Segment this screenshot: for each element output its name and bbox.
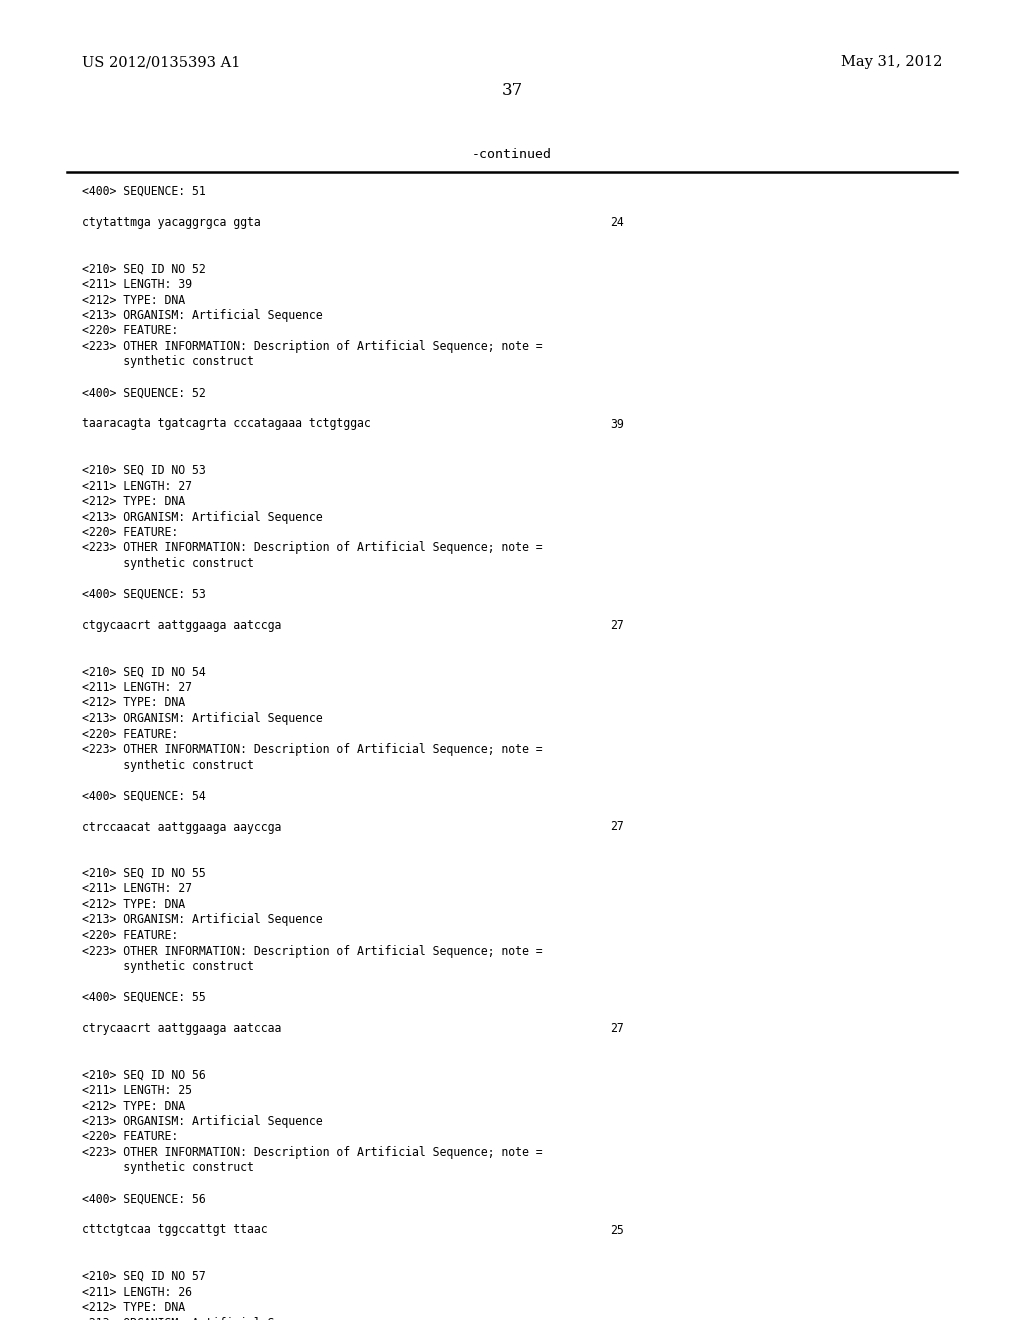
Text: -continued: -continued: [472, 148, 552, 161]
Text: <213> ORGANISM: Artificial Sequence: <213> ORGANISM: Artificial Sequence: [82, 1115, 323, 1129]
Text: 27: 27: [610, 821, 624, 833]
Text: <220> FEATURE:: <220> FEATURE:: [82, 325, 178, 338]
Text: May 31, 2012: May 31, 2012: [841, 55, 942, 69]
Text: <211> LENGTH: 39: <211> LENGTH: 39: [82, 279, 193, 290]
Text: <220> FEATURE:: <220> FEATURE:: [82, 1130, 178, 1143]
Text: <400> SEQUENCE: 53: <400> SEQUENCE: 53: [82, 587, 206, 601]
Text: <213> ORGANISM: Artificial Sequence: <213> ORGANISM: Artificial Sequence: [82, 1316, 323, 1320]
Text: <220> FEATURE:: <220> FEATURE:: [82, 727, 178, 741]
Text: <213> ORGANISM: Artificial Sequence: <213> ORGANISM: Artificial Sequence: [82, 913, 323, 927]
Text: <210> SEQ ID NO 57: <210> SEQ ID NO 57: [82, 1270, 206, 1283]
Text: <223> OTHER INFORMATION: Description of Artificial Sequence; note =: <223> OTHER INFORMATION: Description of …: [82, 1146, 543, 1159]
Text: <212> TYPE: DNA: <212> TYPE: DNA: [82, 1100, 185, 1113]
Text: 37: 37: [502, 82, 522, 99]
Text: taaracagta tgatcagrta cccatagaaa tctgtggac: taaracagta tgatcagrta cccatagaaa tctgtgg…: [82, 417, 371, 430]
Text: 39: 39: [610, 417, 624, 430]
Text: <400> SEQUENCE: 56: <400> SEQUENCE: 56: [82, 1192, 206, 1205]
Text: <223> OTHER INFORMATION: Description of Artificial Sequence; note =: <223> OTHER INFORMATION: Description of …: [82, 341, 543, 352]
Text: synthetic construct: synthetic construct: [82, 960, 254, 973]
Text: 25: 25: [610, 1224, 624, 1237]
Text: <212> TYPE: DNA: <212> TYPE: DNA: [82, 697, 185, 710]
Text: synthetic construct: synthetic construct: [82, 355, 254, 368]
Text: <212> TYPE: DNA: <212> TYPE: DNA: [82, 1302, 185, 1313]
Text: <210> SEQ ID NO 52: <210> SEQ ID NO 52: [82, 263, 206, 276]
Text: <211> LENGTH: 27: <211> LENGTH: 27: [82, 883, 193, 895]
Text: <210> SEQ ID NO 55: <210> SEQ ID NO 55: [82, 867, 206, 880]
Text: <210> SEQ ID NO 54: <210> SEQ ID NO 54: [82, 665, 206, 678]
Text: cttctgtcaa tggccattgt ttaac: cttctgtcaa tggccattgt ttaac: [82, 1224, 267, 1237]
Text: ctrycaacrt aattggaaga aatccaa: ctrycaacrt aattggaaga aatccaa: [82, 1022, 282, 1035]
Text: <400> SEQUENCE: 54: <400> SEQUENCE: 54: [82, 789, 206, 803]
Text: <211> LENGTH: 27: <211> LENGTH: 27: [82, 479, 193, 492]
Text: <400> SEQUENCE: 52: <400> SEQUENCE: 52: [82, 387, 206, 400]
Text: ctytattmga yacaggrgca ggta: ctytattmga yacaggrgca ggta: [82, 216, 261, 228]
Text: synthetic construct: synthetic construct: [82, 557, 254, 570]
Text: ctgycaacrt aattggaaga aatccga: ctgycaacrt aattggaaga aatccga: [82, 619, 282, 632]
Text: <212> TYPE: DNA: <212> TYPE: DNA: [82, 293, 185, 306]
Text: <211> LENGTH: 25: <211> LENGTH: 25: [82, 1084, 193, 1097]
Text: synthetic construct: synthetic construct: [82, 759, 254, 771]
Text: <210> SEQ ID NO 53: <210> SEQ ID NO 53: [82, 465, 206, 477]
Text: <400> SEQUENCE: 51: <400> SEQUENCE: 51: [82, 185, 206, 198]
Text: US 2012/0135393 A1: US 2012/0135393 A1: [82, 55, 241, 69]
Text: 27: 27: [610, 1022, 624, 1035]
Text: <223> OTHER INFORMATION: Description of Artificial Sequence; note =: <223> OTHER INFORMATION: Description of …: [82, 541, 543, 554]
Text: <223> OTHER INFORMATION: Description of Artificial Sequence; note =: <223> OTHER INFORMATION: Description of …: [82, 945, 543, 957]
Text: <212> TYPE: DNA: <212> TYPE: DNA: [82, 495, 185, 508]
Text: <213> ORGANISM: Artificial Sequence: <213> ORGANISM: Artificial Sequence: [82, 711, 323, 725]
Text: <212> TYPE: DNA: <212> TYPE: DNA: [82, 898, 185, 911]
Text: 27: 27: [610, 619, 624, 632]
Text: <211> LENGTH: 26: <211> LENGTH: 26: [82, 1286, 193, 1299]
Text: <223> OTHER INFORMATION: Description of Artificial Sequence; note =: <223> OTHER INFORMATION: Description of …: [82, 743, 543, 756]
Text: <220> FEATURE:: <220> FEATURE:: [82, 525, 178, 539]
Text: <220> FEATURE:: <220> FEATURE:: [82, 929, 178, 942]
Text: <400> SEQUENCE: 55: <400> SEQUENCE: 55: [82, 991, 206, 1005]
Text: <210> SEQ ID NO 56: <210> SEQ ID NO 56: [82, 1068, 206, 1081]
Text: 24: 24: [610, 216, 624, 228]
Text: synthetic construct: synthetic construct: [82, 1162, 254, 1175]
Text: <213> ORGANISM: Artificial Sequence: <213> ORGANISM: Artificial Sequence: [82, 309, 323, 322]
Text: ctrccaacat aattggaaga aayccga: ctrccaacat aattggaaga aayccga: [82, 821, 282, 833]
Text: <211> LENGTH: 27: <211> LENGTH: 27: [82, 681, 193, 694]
Text: <213> ORGANISM: Artificial Sequence: <213> ORGANISM: Artificial Sequence: [82, 511, 323, 524]
